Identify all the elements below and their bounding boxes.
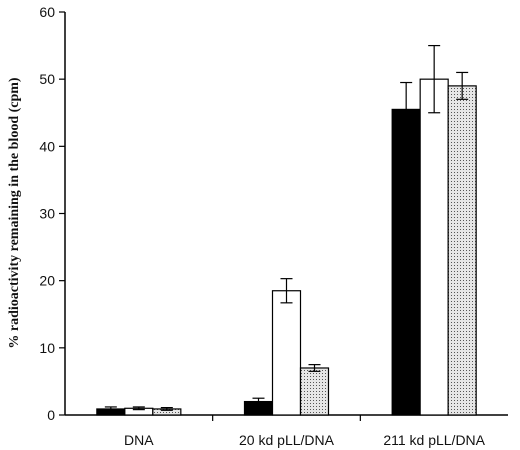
- y-tick-label: 20: [39, 273, 55, 289]
- y-tick-label: 40: [39, 138, 55, 154]
- bar: [447, 85, 477, 416]
- y-tick-label: 50: [39, 71, 55, 87]
- y-tick-label: 0: [47, 407, 55, 423]
- bar: [299, 367, 330, 416]
- x-category-label: DNA: [124, 432, 154, 448]
- bar: [271, 290, 302, 416]
- bar: [419, 78, 449, 416]
- bar: [391, 108, 421, 416]
- y-tick-label: 30: [39, 206, 55, 222]
- y-tick-label: 10: [39, 340, 55, 356]
- y-axis-label: % radioactivity remaining in the blood (…: [7, 77, 22, 349]
- x-category-label: 211 kd pLL/DNA: [383, 432, 485, 448]
- x-category-label: 20 kd pLL/DNA: [239, 432, 335, 448]
- y-tick-label: 60: [39, 4, 55, 20]
- plot-area: 0 10 20 30 40 50 60 DNA 20 kd pLL/DNA 211 kd pLL/…: [39, 4, 508, 448]
